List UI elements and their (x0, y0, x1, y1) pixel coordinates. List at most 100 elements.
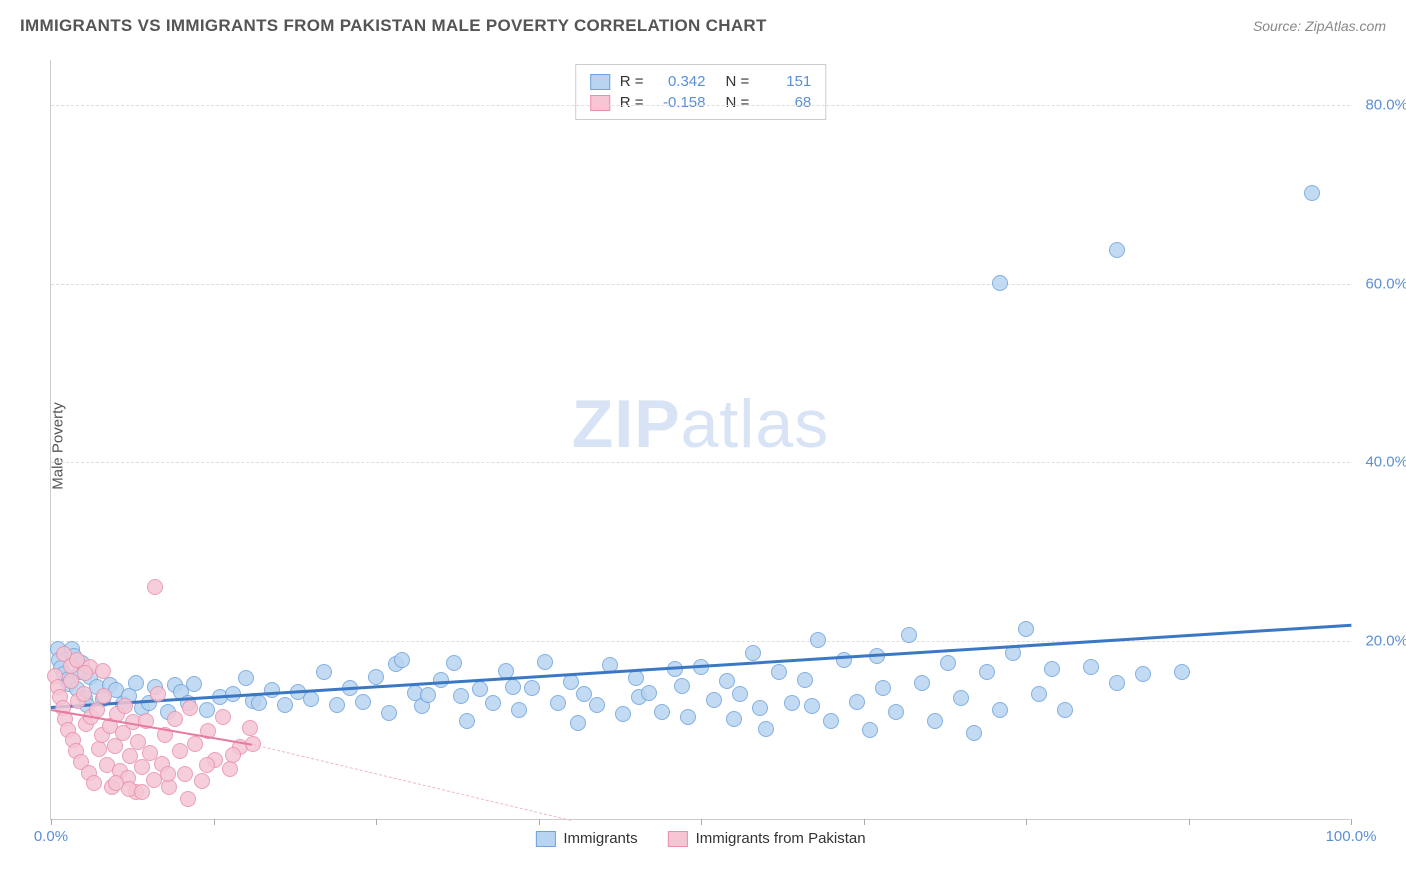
gridline (51, 105, 1350, 106)
data-point (167, 711, 183, 727)
data-point (91, 741, 107, 757)
x-tick (214, 819, 215, 825)
data-point (758, 721, 774, 737)
x-tick (864, 819, 865, 825)
data-point (804, 698, 820, 714)
x-tick-label: 0.0% (34, 828, 68, 845)
legend-label: Immigrants from Pakistan (696, 830, 866, 847)
data-point (303, 691, 319, 707)
data-point (784, 695, 800, 711)
data-point (524, 680, 540, 696)
data-point (329, 697, 345, 713)
data-point (979, 664, 995, 680)
legend-item: Immigrants (535, 830, 637, 847)
data-point (901, 627, 917, 643)
data-point (615, 706, 631, 722)
data-point (147, 579, 163, 595)
data-point (459, 713, 475, 729)
data-point (914, 675, 930, 691)
data-point (1031, 686, 1047, 702)
trend-line (51, 623, 1351, 708)
data-point (752, 700, 768, 716)
gridline (51, 641, 1350, 642)
data-point (654, 704, 670, 720)
data-point (108, 775, 124, 791)
data-point (836, 652, 852, 668)
data-point (472, 681, 488, 697)
data-point (875, 680, 891, 696)
data-point (745, 645, 761, 661)
data-point (511, 702, 527, 718)
header: IMMIGRANTS VS IMMIGRANTS FROM PAKISTAN M… (20, 16, 1386, 36)
data-point (199, 702, 215, 718)
x-tick (1026, 819, 1027, 825)
data-point (95, 663, 111, 679)
data-point (194, 773, 210, 789)
trend-line (252, 744, 571, 821)
gridline (51, 284, 1350, 285)
data-point (862, 722, 878, 738)
data-point (128, 675, 144, 691)
stat-n-value: 151 (759, 73, 811, 90)
series-legend: Immigrants Immigrants from Pakistan (535, 830, 865, 847)
x-tick (1351, 819, 1352, 825)
data-point (242, 720, 258, 736)
data-point (732, 686, 748, 702)
data-point (563, 674, 579, 690)
chart-title: IMMIGRANTS VS IMMIGRANTS FROM PAKISTAN M… (20, 16, 767, 36)
y-tick-label: 80.0% (1365, 96, 1406, 113)
x-tick-label: 100.0% (1326, 828, 1377, 845)
data-point (316, 664, 332, 680)
data-point (550, 695, 566, 711)
data-point (719, 673, 735, 689)
data-point (1174, 664, 1190, 680)
stat-r-value: 0.342 (654, 73, 706, 90)
data-point (485, 695, 501, 711)
data-point (453, 688, 469, 704)
data-point (1109, 675, 1125, 691)
data-point (355, 694, 371, 710)
data-point (940, 655, 956, 671)
data-point (76, 686, 92, 702)
data-point (238, 670, 254, 686)
data-point (187, 736, 203, 752)
data-point (182, 700, 198, 716)
data-point (277, 697, 293, 713)
data-point (368, 669, 384, 685)
data-point (966, 725, 982, 741)
legend-swatch (668, 831, 688, 847)
data-point (86, 775, 102, 791)
legend-swatch (590, 95, 610, 111)
stat-r-value: -0.158 (654, 94, 706, 111)
data-point (96, 688, 112, 704)
data-point (810, 632, 826, 648)
data-point (927, 713, 943, 729)
x-tick (701, 819, 702, 825)
data-point (446, 655, 462, 671)
scatter-chart: ZIPatlas R =0.342N =151R =-0.158N =68 Im… (50, 60, 1350, 820)
data-point (160, 766, 176, 782)
x-tick (539, 819, 540, 825)
y-tick-label: 40.0% (1365, 454, 1406, 471)
data-point (134, 784, 150, 800)
data-point (706, 692, 722, 708)
stat-r-label: R = (620, 94, 644, 111)
source-attribution: Source: ZipAtlas.com (1253, 18, 1386, 34)
data-point (1057, 702, 1073, 718)
data-point (186, 676, 202, 692)
data-point (225, 747, 241, 763)
data-point (823, 713, 839, 729)
legend-swatch (535, 831, 555, 847)
legend-item: Immigrants from Pakistan (668, 830, 866, 847)
x-tick (376, 819, 377, 825)
data-point (1083, 659, 1099, 675)
data-point (726, 711, 742, 727)
data-point (150, 686, 166, 702)
data-point (199, 757, 215, 773)
data-point (674, 678, 690, 694)
data-point (570, 715, 586, 731)
data-point (1109, 242, 1125, 258)
data-point (771, 664, 787, 680)
watermark: ZIPatlas (572, 385, 829, 463)
stat-n-label: N = (726, 73, 750, 90)
